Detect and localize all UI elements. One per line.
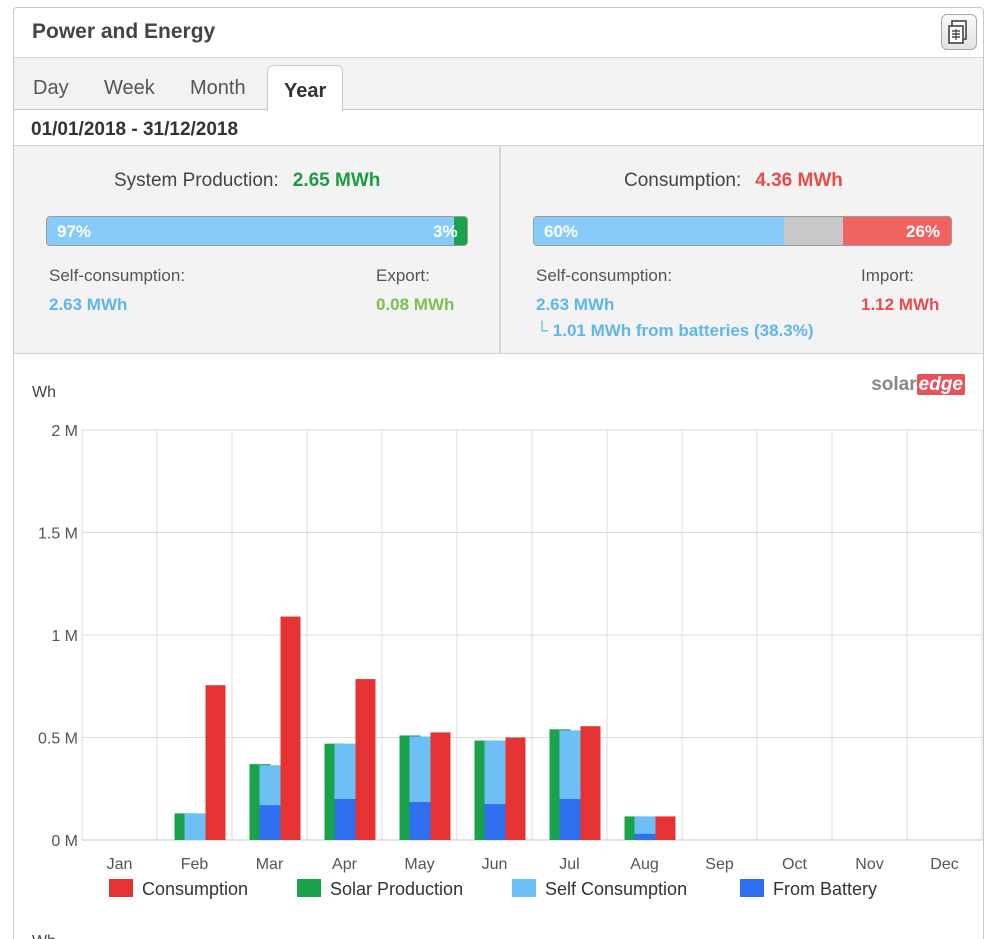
consumption-import-segment xyxy=(842,217,951,245)
chart-bars xyxy=(174,616,676,841)
legend-swatch xyxy=(740,879,764,897)
x-tick-label: Aug xyxy=(630,856,658,873)
bar-consumption[interactable] xyxy=(280,616,301,840)
consumption-self-pct: 60% xyxy=(544,222,579,241)
y-tick-label: 0.5 M xyxy=(38,731,78,748)
bar-consumption[interactable] xyxy=(580,726,601,840)
bar-from-battery[interactable] xyxy=(484,804,506,840)
legend-item[interactable]: Self Consumption xyxy=(512,879,687,899)
production-self-value: 2.63 MWh xyxy=(49,295,128,314)
legend-label: Solar Production xyxy=(330,879,463,899)
legend-item[interactable]: Consumption xyxy=(109,879,248,899)
x-axis-ticks: Jan Feb Mar Apr May Jun Jul Aug Sep Oct Nov Dec xyxy=(107,856,959,873)
legend-swatch xyxy=(297,879,321,897)
consumption-value: 4.36 MWh xyxy=(755,170,843,191)
x-tick-label: Oct xyxy=(782,856,807,873)
x-tick-label: Dec xyxy=(930,856,958,873)
consumption-bar xyxy=(533,216,952,246)
power-energy-panel: Power and Energy Day Week Month Year 01/… xyxy=(13,7,984,939)
x-tick-label: Feb xyxy=(181,856,209,873)
x-tick-label: May xyxy=(404,856,434,873)
x-tick-label: Nov xyxy=(855,856,883,873)
bar-from-battery[interactable] xyxy=(409,802,431,840)
production-value: 2.65 MWh xyxy=(292,170,381,191)
legend-item[interactable]: From Battery xyxy=(740,879,877,899)
x-tick-label: Jul xyxy=(559,856,579,873)
tab-day[interactable]: Day xyxy=(33,77,69,99)
y-tick-label: 1.5 M xyxy=(38,526,78,543)
energy-chart: solar edge Wh 0 M 0.5 M 1 M 1.5 M 2 M Jan Feb M… xyxy=(14,354,983,939)
bar-from-battery[interactable] xyxy=(559,799,581,840)
y-axis-ticks: 0 M 0.5 M 1 M 1.5 M 2 M xyxy=(38,423,78,850)
y-axis-label: Wh xyxy=(32,384,56,401)
tab-year[interactable]: Year xyxy=(267,65,344,111)
solaredge-logo: solar edge xyxy=(871,374,965,395)
energy-summary: System Production: 2.65 MWh 97% 3% Self-c… xyxy=(14,145,983,354)
period-tabs: Day Week Month Year xyxy=(14,58,983,111)
battery-note: └ 1.01 MWh from batteries (38.3%) xyxy=(536,321,814,340)
production-self-label: Self-consumption: xyxy=(49,266,186,285)
consumption-self-label: Self-consumption: xyxy=(536,266,673,285)
summary-divider xyxy=(499,146,501,353)
y-tick-label: 0 M xyxy=(51,833,78,850)
tab-week[interactable]: Week xyxy=(104,77,155,99)
legend-swatch xyxy=(109,879,133,897)
consumption-label: Consumption: xyxy=(624,170,742,191)
bar-from-battery[interactable] xyxy=(334,799,356,840)
chart-grid xyxy=(81,429,983,841)
consumption-import-pct: 26% xyxy=(906,222,941,241)
import-label: Import: xyxy=(861,266,914,285)
bar-consumption[interactable] xyxy=(430,732,451,840)
legend-label: Consumption xyxy=(142,879,248,899)
production-export-segment xyxy=(454,217,467,245)
y-tick-label: 2 M xyxy=(51,423,78,440)
tab-month[interactable]: Month xyxy=(190,77,246,99)
bar-consumption[interactable] xyxy=(355,679,376,840)
consumption-heading: Consumption: 4.36 MWh xyxy=(624,170,843,192)
production-self-pct: 97% xyxy=(57,222,92,241)
x-tick-label: Sep xyxy=(705,856,734,873)
consumption-battery-segment xyxy=(784,217,843,245)
bar-consumption[interactable] xyxy=(655,816,676,840)
export-csv-icon xyxy=(948,20,967,44)
legend-item[interactable]: Solar Production xyxy=(297,879,463,899)
production-label: System Production: xyxy=(114,170,279,191)
production-bar xyxy=(46,216,468,246)
x-tick-label: Apr xyxy=(332,856,358,873)
export-button[interactable] xyxy=(941,14,977,50)
x-tick-label: Jan xyxy=(107,856,133,873)
consumption-self-segment xyxy=(534,217,785,245)
bar-self-consumption[interactable] xyxy=(184,813,206,840)
legend-label: From Battery xyxy=(773,879,877,899)
bar-from-battery[interactable] xyxy=(634,833,656,840)
bar-from-battery[interactable] xyxy=(259,805,281,840)
legend-label: Self Consumption xyxy=(545,879,687,899)
production-export-pct: 3% xyxy=(433,222,458,241)
x-tick-label: Jun xyxy=(482,856,508,873)
chart-legend: Consumption Solar Production Self Consumpt… xyxy=(109,879,877,899)
export-value: 0.08 MWh xyxy=(376,295,455,314)
bar-consumption[interactable] xyxy=(205,685,226,840)
export-label: Export: xyxy=(376,266,430,285)
panel-title: Power and Energy xyxy=(32,20,216,43)
y-tick-label: 1 M xyxy=(51,628,78,645)
bar-consumption[interactable] xyxy=(505,737,526,841)
import-value: 1.12 MWh xyxy=(861,295,940,314)
x-tick-label: Mar xyxy=(256,856,284,873)
energy-bar-chart: Wh 0 M 0.5 M 1 M 1.5 M 2 M Jan Feb Mar Apr May Ju… xyxy=(32,384,983,939)
second-chart-y-label: Wh xyxy=(32,933,56,939)
date-range: 01/01/2018 - 31/12/2018 xyxy=(31,119,239,140)
production-self-segment xyxy=(47,217,455,245)
consumption-self-value: 2.63 MWh xyxy=(536,295,615,314)
production-heading: System Production: 2.65 MWh xyxy=(114,170,380,192)
panel-header: Power and Energy xyxy=(14,8,983,58)
legend-swatch xyxy=(512,879,536,897)
